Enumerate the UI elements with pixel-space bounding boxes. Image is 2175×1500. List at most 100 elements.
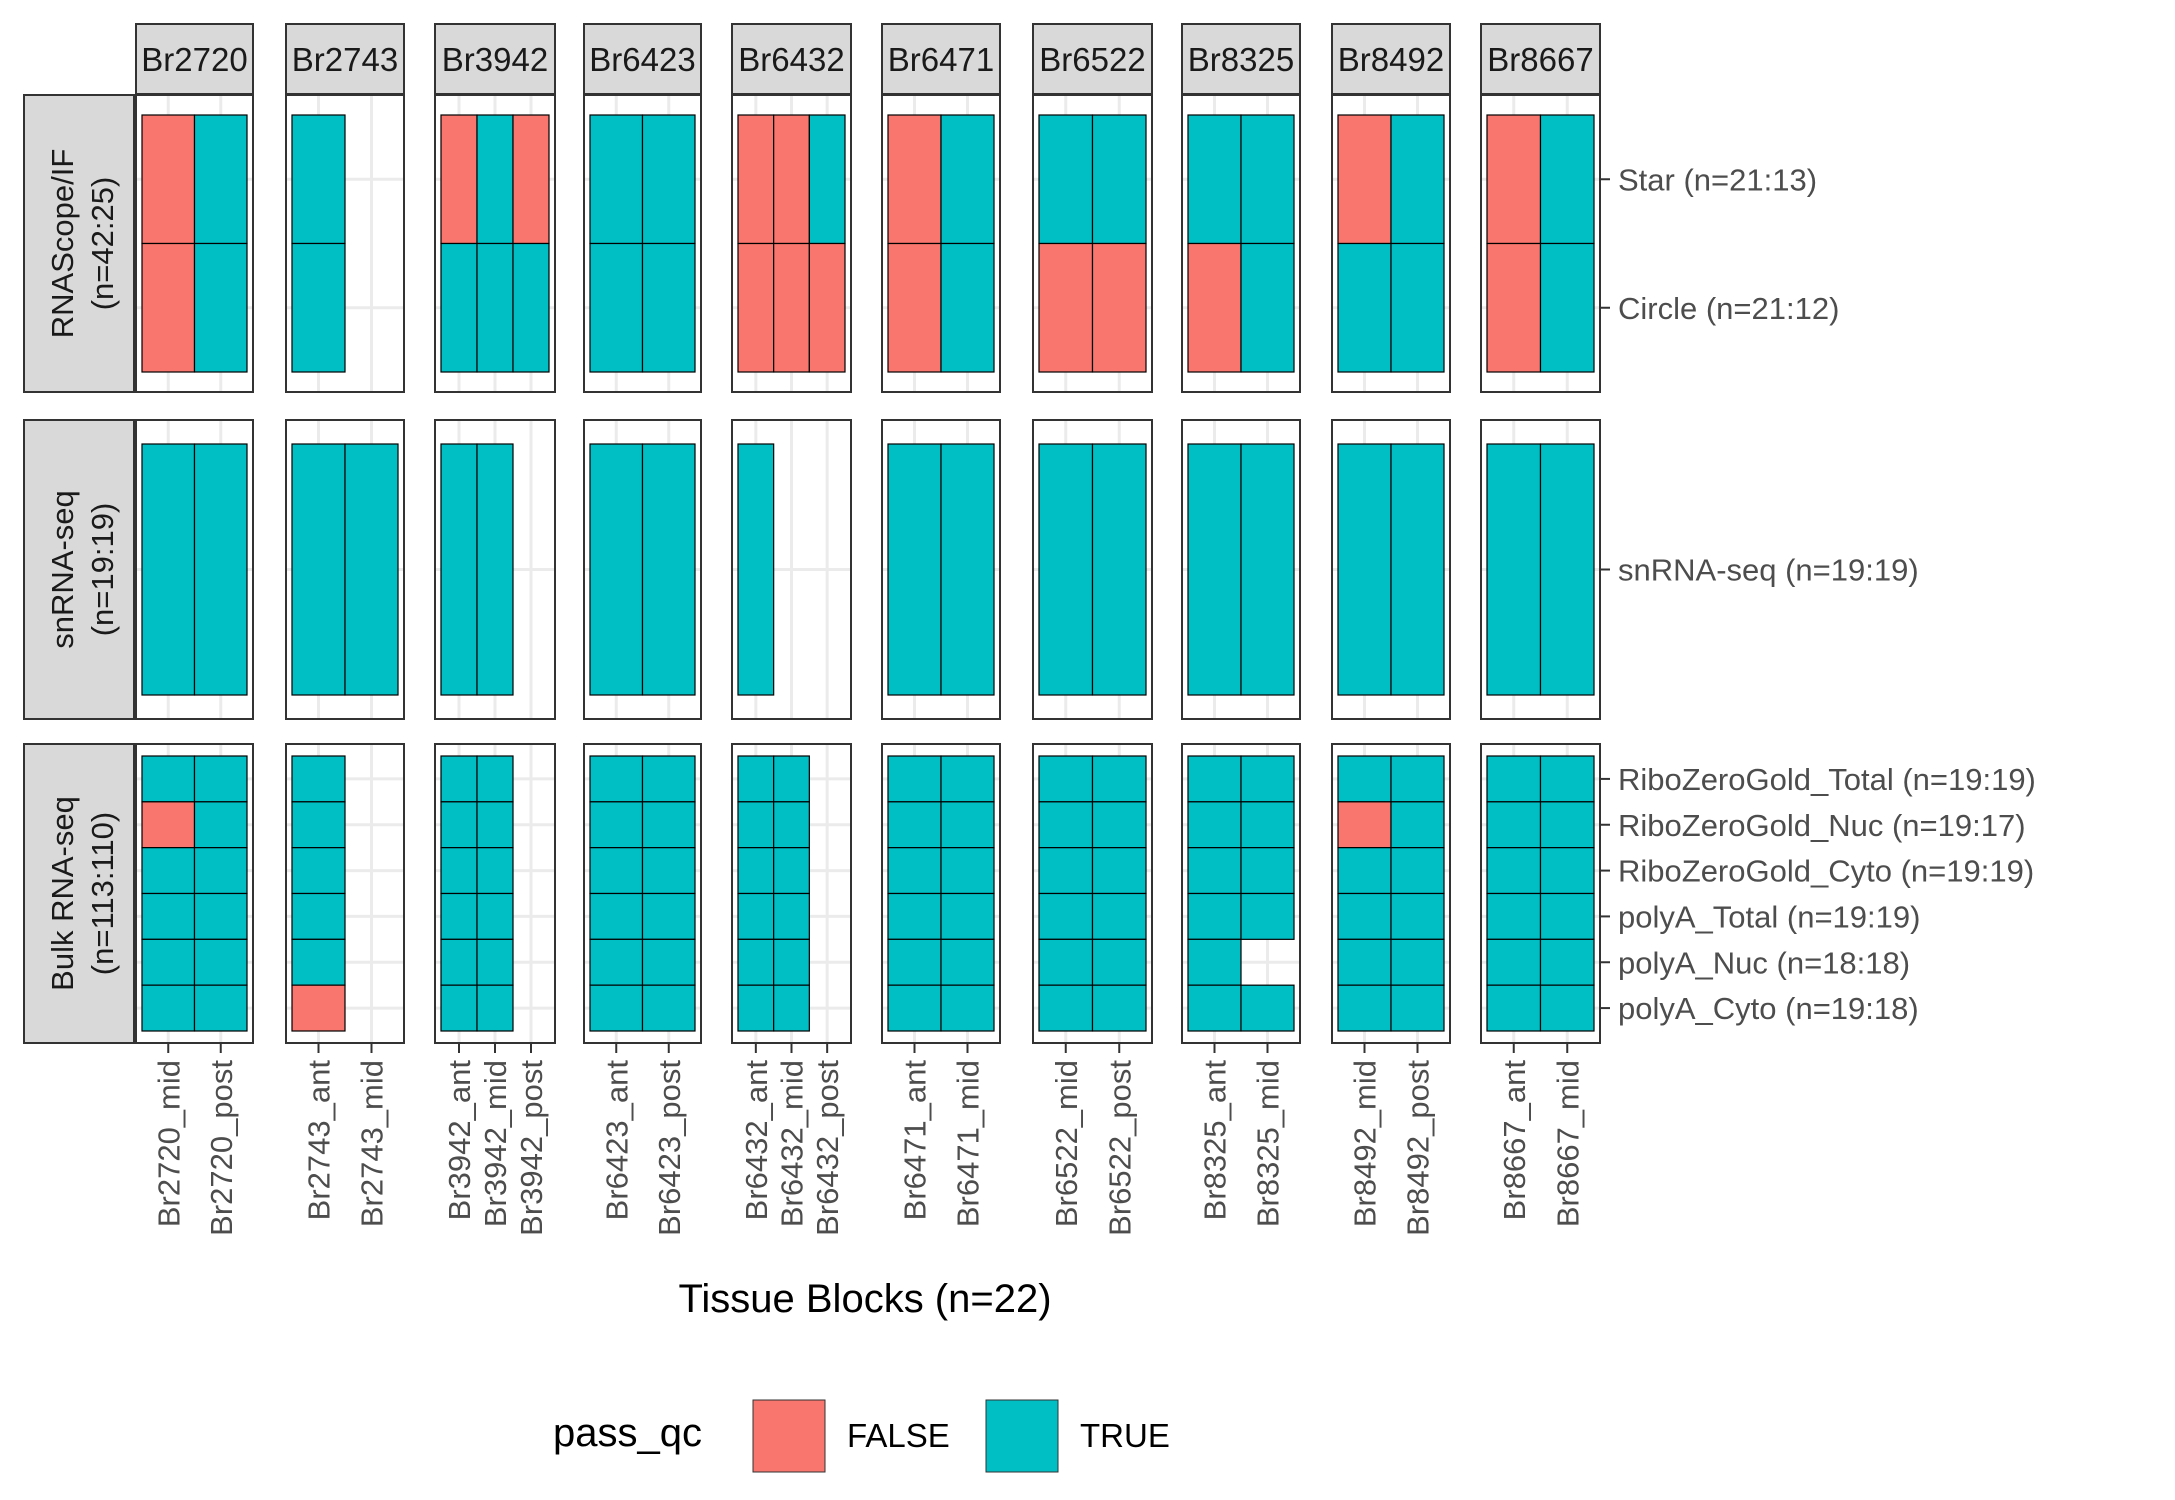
tile-br6522-mid xyxy=(1038,892,1094,940)
tile-br6471-mid xyxy=(940,847,995,895)
panel-border xyxy=(434,94,556,393)
tile-br6423-ant xyxy=(589,847,644,895)
tile-br8325-ant xyxy=(1187,114,1242,245)
facet-strip-label: Br6522 xyxy=(1039,41,1145,78)
tile-br3942-mid xyxy=(476,114,514,245)
tile-br6522-mid xyxy=(1038,984,1094,1032)
tile-br6423-ant xyxy=(589,114,644,245)
y-tick-label: RiboZeroGold_Nuc (n=19:17) xyxy=(1618,808,2026,843)
tile-br2743-mid xyxy=(344,443,399,696)
tile-br6471-ant xyxy=(887,847,942,895)
tile-br6522-mid xyxy=(1038,938,1094,986)
row-strip-label-line: snRNA-seq xyxy=(45,490,80,649)
tile-br2743-ant xyxy=(291,755,346,803)
panel-border xyxy=(135,94,254,393)
facet-strip-label: Br8325 xyxy=(1188,41,1294,78)
row-axis-labels: Star (n=21:13) Circle (n=21:12) snRNA-seq … xyxy=(1600,162,2036,1026)
facet-strip-label: Br2743 xyxy=(292,41,398,78)
tile-br6522-mid xyxy=(1038,114,1094,245)
tile-br8492-post xyxy=(1390,443,1445,696)
tile-br6522-post xyxy=(1091,847,1147,895)
tile-br6471-mid xyxy=(940,801,995,849)
facet-strip-br6522 xyxy=(1032,23,1153,95)
tile-br6423-post xyxy=(641,114,696,245)
tile-br2720-post xyxy=(193,984,248,1032)
facet-strip-label: Br3942 xyxy=(442,41,548,78)
x-axis-title: Tissue Blocks (n=22) xyxy=(678,1277,1051,1321)
tile-br2743-ant xyxy=(291,443,346,696)
tile-br8492-mid xyxy=(1337,801,1392,849)
tile-br6471-mid xyxy=(940,938,995,986)
tile-br6471-mid xyxy=(940,984,995,1032)
tile-br8492-post xyxy=(1390,801,1445,849)
tile-br6432-ant xyxy=(737,847,775,895)
tile-br6471-ant xyxy=(887,801,942,849)
tile-br6423-ant xyxy=(589,755,644,803)
tile-br3942-mid xyxy=(476,755,514,803)
tile-br6432-ant xyxy=(737,938,775,986)
tile-br2720-post xyxy=(193,114,248,245)
tile-br8325-mid xyxy=(1240,443,1295,696)
row-strip-label: snRNA-seq (n=19:19) xyxy=(45,490,120,649)
tile-br2720-mid xyxy=(141,755,196,803)
facet-strip-br8667 xyxy=(1480,23,1601,95)
tile-br2720-mid xyxy=(141,114,196,245)
tile-br8667-ant xyxy=(1486,984,1542,1032)
tile-br6432-ant xyxy=(737,892,775,940)
x-tick-label: Br8325_mid xyxy=(1251,1060,1286,1227)
tile-br6471-mid xyxy=(940,242,995,373)
tile-br8325-ant xyxy=(1187,847,1242,895)
tile-br6423-post xyxy=(641,443,696,696)
panel-border xyxy=(881,743,1001,1044)
x-tick-label: Br6471_mid xyxy=(951,1060,986,1227)
tile-br6423-ant xyxy=(589,984,644,1032)
tile-br2720-post xyxy=(193,443,248,696)
x-tick-label: Br6432_mid xyxy=(775,1060,810,1227)
tile-br2743-ant xyxy=(291,892,346,940)
tile-br8325-mid xyxy=(1240,242,1295,373)
panel-border xyxy=(1331,743,1451,1044)
panel-border xyxy=(434,419,556,720)
tile-br6423-post xyxy=(641,984,696,1032)
tile-br8667-ant xyxy=(1486,892,1542,940)
tile-br6432-mid xyxy=(773,755,810,803)
row-strip-label-line: (n=113:110) xyxy=(85,812,120,975)
tile-br3942-mid xyxy=(476,847,514,895)
tile-br6423-ant xyxy=(589,892,644,940)
y-tick-label: RiboZeroGold_Cyto (n=19:19) xyxy=(1618,854,2034,889)
tile-br3942-ant xyxy=(440,984,478,1032)
tile-br8325-mid xyxy=(1240,847,1295,895)
x-tick-label: Br6423_ant xyxy=(599,1060,634,1221)
legend-title: pass_qc xyxy=(553,1411,702,1455)
legend-key-false xyxy=(752,1399,826,1473)
tile-br6423-post xyxy=(641,242,696,373)
tile-br8325-mid xyxy=(1240,801,1295,849)
tile-br6432-ant xyxy=(737,755,775,803)
tile-br8667-ant xyxy=(1486,755,1542,803)
panel-border xyxy=(1032,94,1153,393)
tile-br6423-post xyxy=(641,938,696,986)
x-tick-label: Br2743_mid xyxy=(355,1060,390,1227)
tile-br6432-mid xyxy=(773,984,810,1032)
tile-br8492-mid xyxy=(1337,114,1392,245)
tile-br6522-post xyxy=(1091,892,1147,940)
tile-br8492-post xyxy=(1390,755,1445,803)
tile-br8667-mid xyxy=(1539,755,1595,803)
tile-br6432-mid xyxy=(773,801,810,849)
tile-br6471-ant xyxy=(887,984,942,1032)
tile-br3942-mid xyxy=(476,801,514,849)
tile-br8492-mid xyxy=(1337,443,1392,696)
facet-strip-br2720 xyxy=(135,23,254,95)
tile-br2743-ant xyxy=(291,801,346,849)
tile-br6432-ant xyxy=(737,443,775,696)
tile-br3942-ant xyxy=(440,801,478,849)
tile-br6432-ant xyxy=(737,242,775,373)
panel-border xyxy=(285,743,405,1044)
tile-br6471-mid xyxy=(940,755,995,803)
tile-br2720-post xyxy=(193,938,248,986)
tile-br3942-post xyxy=(512,242,550,373)
tile-br8667-mid xyxy=(1539,938,1595,986)
facet-strip-label: Br6423 xyxy=(589,41,695,78)
panel-border xyxy=(1331,94,1451,393)
